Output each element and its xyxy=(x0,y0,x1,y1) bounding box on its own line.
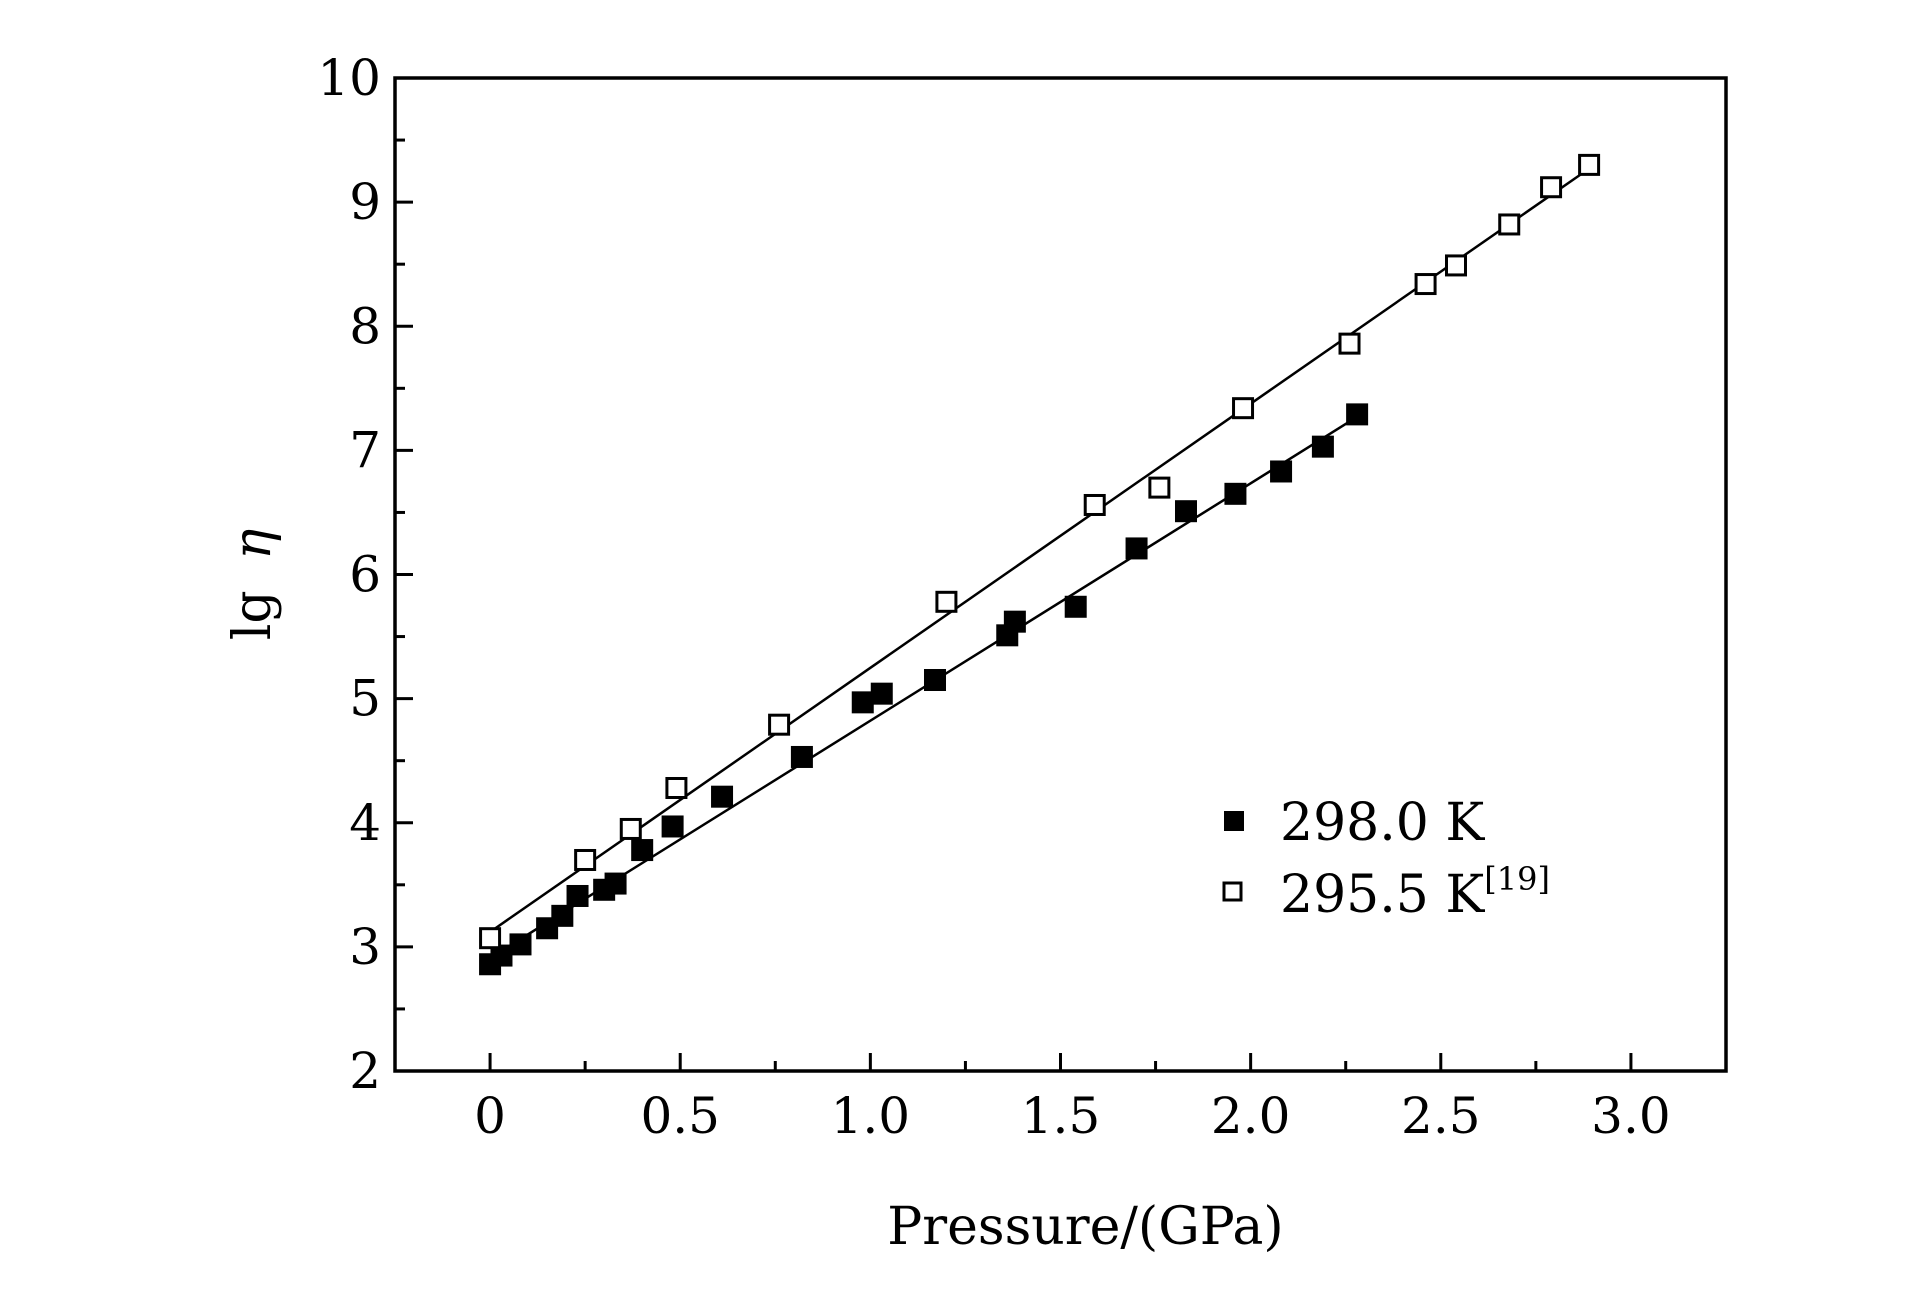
y-tick-label: 10 xyxy=(317,49,381,107)
y-tick-label: 6 xyxy=(349,546,381,604)
x-tick-label: 0.5 xyxy=(640,1087,720,1145)
data-point xyxy=(566,884,589,907)
x-tick-label: 3.0 xyxy=(1591,1087,1671,1145)
series-2 xyxy=(479,153,1601,950)
series-1 xyxy=(479,403,1369,976)
data-point xyxy=(790,745,813,768)
y-tick-label: 2 xyxy=(349,1042,381,1100)
legend-marker xyxy=(1222,881,1243,902)
data-point xyxy=(574,848,597,871)
legend-marker xyxy=(1224,811,1244,831)
data-point xyxy=(935,590,958,613)
x-axis-title: Pressure/(GPa) xyxy=(887,1197,1283,1257)
x-tick-label: 0 xyxy=(474,1087,506,1145)
data-point xyxy=(1064,595,1087,618)
data-point xyxy=(604,872,627,895)
y-tick-label: 3 xyxy=(349,918,381,976)
data-point xyxy=(1125,537,1148,560)
data-point xyxy=(1338,332,1361,355)
legend-label: 295.5 K[19] xyxy=(1280,860,1550,925)
data-point xyxy=(661,815,684,838)
data-point xyxy=(1578,153,1601,176)
axes: 0 0.5 1.0 1.5 2.0 2.5 3.0 2 3 4 5 6 7 8 9 10 xyxy=(317,49,1728,1145)
y-tick-label: 8 xyxy=(349,297,381,355)
data-point xyxy=(1444,254,1467,277)
y-tick-label: 7 xyxy=(349,421,381,479)
legend-item: 298.0 K xyxy=(1224,793,1485,853)
data-point xyxy=(509,933,532,956)
y-axis-title-base: lg xyxy=(223,590,283,640)
legend-label: 298.0 K xyxy=(1280,793,1485,853)
data-point xyxy=(1174,500,1197,523)
data-point xyxy=(1083,493,1106,516)
legend: 298.0 K 295.5 K[19] xyxy=(1222,793,1550,925)
x-tick-label: 1.5 xyxy=(1021,1087,1101,1145)
x-tick-label: 1.0 xyxy=(831,1087,911,1145)
y-tick-label: 9 xyxy=(349,173,381,231)
data-point xyxy=(1414,273,1437,296)
legend-item: 295.5 K[19] xyxy=(1222,860,1550,925)
y-axis-title: lg η xyxy=(223,529,283,641)
x-tick-label: 2.0 xyxy=(1211,1087,1291,1145)
data-point xyxy=(619,817,642,840)
data-point xyxy=(1232,397,1255,420)
fit-line xyxy=(489,415,1358,960)
data-point xyxy=(665,776,688,799)
y-axis-title-symbol: η xyxy=(223,529,283,560)
data-point xyxy=(479,927,502,950)
y-tick-label: 5 xyxy=(349,670,381,728)
data-point xyxy=(1148,476,1171,499)
data-point xyxy=(1311,435,1334,458)
data-point xyxy=(711,785,734,808)
svg-text:lg η: lg η xyxy=(223,529,283,641)
data-point xyxy=(1346,403,1369,426)
data-point xyxy=(851,691,874,714)
data-point xyxy=(631,839,654,862)
y-tick-label: 4 xyxy=(349,794,381,852)
data-point xyxy=(1498,213,1521,236)
plot-frame xyxy=(393,76,1728,1073)
data-point xyxy=(551,904,574,927)
data-point xyxy=(1224,482,1247,505)
x-tick-label: 2.5 xyxy=(1401,1087,1481,1145)
plot-area xyxy=(479,153,1601,976)
data-point xyxy=(768,713,791,736)
data-point xyxy=(924,669,947,692)
data-point xyxy=(870,682,893,705)
fit-line xyxy=(489,167,1590,934)
data-point xyxy=(1003,610,1026,633)
data-point xyxy=(1540,176,1563,199)
data-point xyxy=(490,944,513,967)
data-point xyxy=(1270,460,1293,483)
